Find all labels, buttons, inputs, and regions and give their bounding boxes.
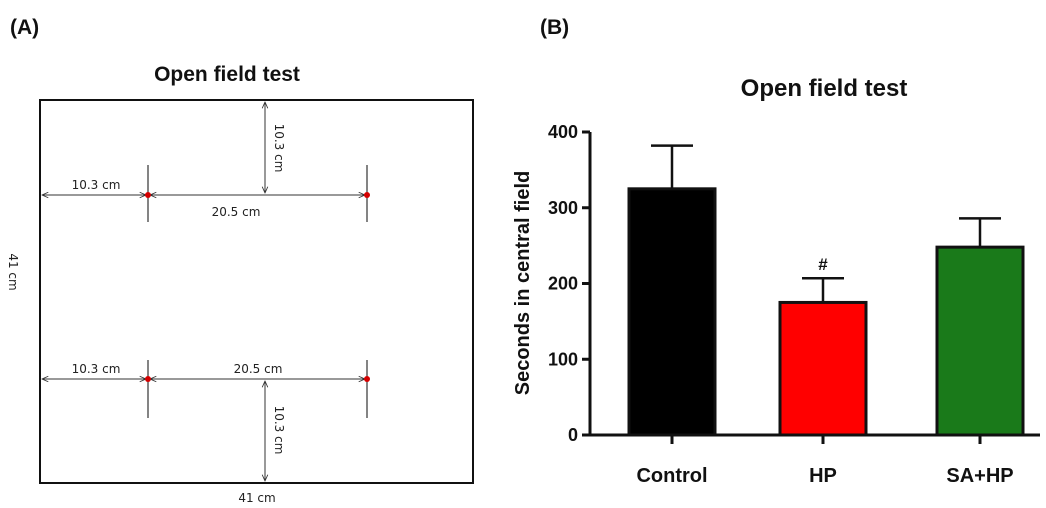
top-vertical-dim: 10.3 cm	[272, 124, 286, 173]
significance-marker: #	[818, 255, 828, 274]
x-tick-label: HP	[809, 465, 837, 487]
upper-middle-dim: 20.5 cm	[212, 205, 261, 219]
x-tick-label: Control	[636, 465, 707, 487]
bar-hp	[778, 300, 868, 437]
upper-left-point	[145, 192, 151, 198]
y-tick-label: 400	[548, 122, 578, 142]
chart-title: Open field test	[741, 75, 908, 102]
upper-right-point	[364, 192, 370, 198]
bar-sa-hp	[935, 245, 1025, 437]
panel-a-title: Open field test	[154, 63, 300, 86]
panel-a-label: (A)	[10, 16, 39, 39]
lower-left-dim: 10.3 cm	[72, 362, 121, 376]
y-tick-label: 0	[568, 425, 578, 445]
x-tick-label: SA+HP	[946, 465, 1013, 487]
arena-box	[39, 99, 474, 484]
bottom-vertical-dim: 10.3 cm	[272, 406, 286, 455]
lower-left-point	[145, 376, 151, 382]
bar-control	[627, 187, 717, 437]
y-tick-label: 300	[548, 198, 578, 218]
bar-chart: 0 100 200 300 400 Control HP # SA+HP	[548, 122, 1040, 487]
y-tick-label: 200	[548, 274, 578, 294]
y-tick-label: 100	[548, 349, 578, 369]
panel-b-label: (B)	[540, 16, 569, 39]
lower-right-point	[364, 376, 370, 382]
bottom-length-dim: 41 cm	[238, 491, 275, 505]
lower-middle-dim: 20.5 cm	[234, 362, 283, 376]
side-length-dim: 41 cm	[6, 253, 20, 290]
upper-left-dim: 10.3 cm	[72, 178, 121, 192]
y-axis-label: Seconds in central field	[512, 171, 534, 396]
